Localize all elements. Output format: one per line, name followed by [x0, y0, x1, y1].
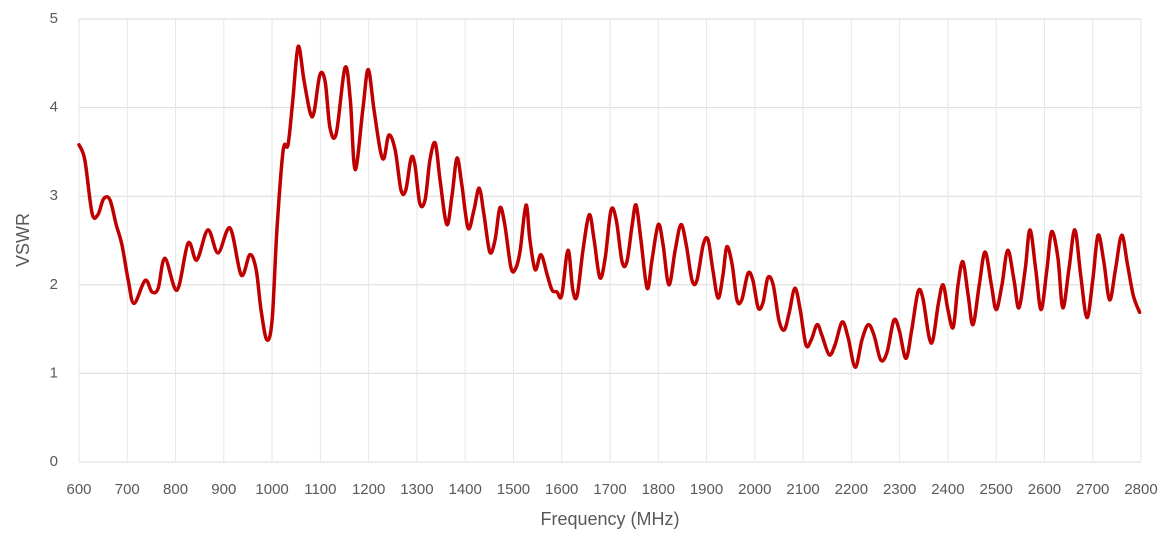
x-tick-label: 1000: [255, 481, 288, 498]
data-line: [77, 44, 1142, 369]
x-tick-label: 2600: [1028, 481, 1061, 498]
x-axis-title: Frequency (MHz): [540, 509, 679, 529]
x-tick-label: 1800: [642, 481, 675, 498]
x-tick-label: 1900: [690, 481, 723, 498]
x-tick-label: 1100: [304, 481, 336, 498]
x-tick-label: 600: [66, 481, 91, 498]
y-tick-label: 3: [50, 187, 58, 204]
x-tick-label: 1700: [593, 481, 626, 498]
x-tick-label: 2800: [1124, 481, 1157, 498]
y-tick-label: 1: [50, 364, 58, 381]
y-tick-label: 4: [50, 99, 58, 116]
x-tick-label: 1600: [545, 481, 578, 498]
x-tick-label: 2700: [1076, 481, 1109, 498]
y-tick-label: 0: [50, 453, 58, 470]
x-tick-label: 2000: [738, 481, 771, 498]
x-tick-label: 1200: [352, 481, 385, 498]
x-tick-label: 1500: [497, 481, 530, 498]
x-tick-label: 2500: [979, 481, 1012, 498]
x-tick-label: 2300: [883, 481, 916, 498]
x-tick-label: 2400: [931, 481, 964, 498]
x-tick-label: 2100: [786, 481, 819, 498]
x-tick-label: 700: [115, 481, 140, 498]
y-tick-label: 2: [50, 276, 58, 293]
x-tick-label: 800: [163, 481, 188, 498]
x-tick-label: 2200: [835, 481, 868, 498]
x-tick-label: 900: [211, 481, 236, 498]
x-tick-label: 1400: [448, 481, 481, 498]
y-tick-label: 5: [50, 10, 58, 27]
x-tick-label: 1300: [400, 481, 433, 498]
y-axis-title: VSWR: [13, 213, 33, 267]
